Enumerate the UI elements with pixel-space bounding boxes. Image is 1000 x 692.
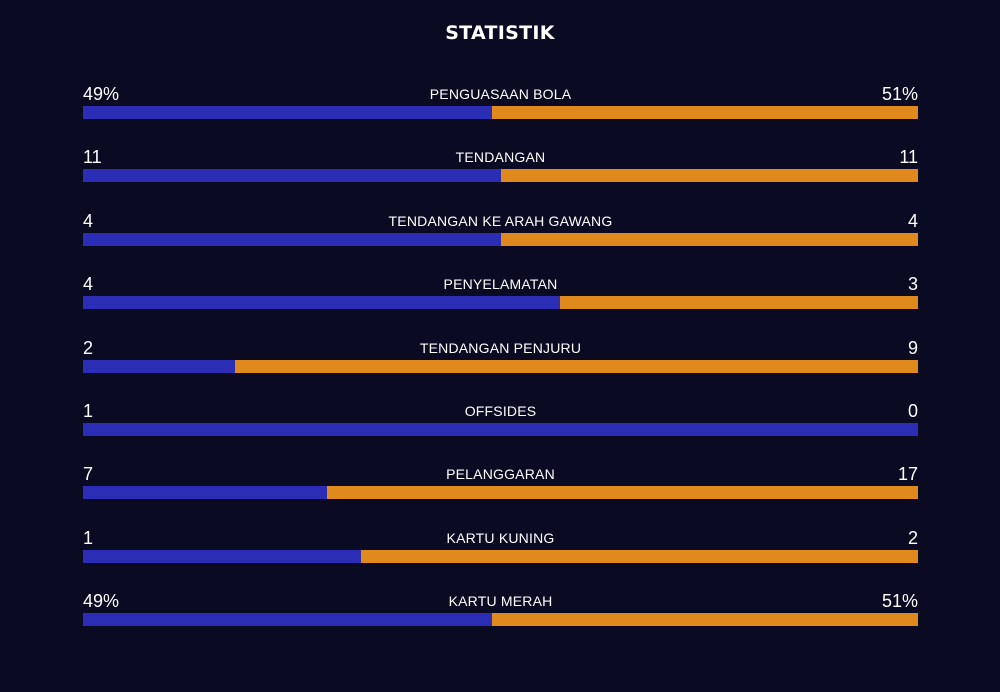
away-value: 4 bbox=[907, 211, 918, 231]
stat-label: KARTU KUNING bbox=[446, 530, 555, 546]
away-value: 51% bbox=[881, 591, 918, 611]
comparison-bar bbox=[83, 550, 918, 563]
stat-label: KARTU MERAH bbox=[448, 593, 553, 609]
away-bar-fill bbox=[559, 296, 918, 309]
stat-label: TENDANGAN bbox=[455, 149, 546, 165]
stat-row: KARTU MERAH 49% 51% bbox=[83, 588, 918, 644]
comparison-bar bbox=[83, 233, 918, 246]
stat-row-header: TENDANGAN PENJURU 2 9 bbox=[83, 335, 918, 361]
away-bar-fill bbox=[492, 613, 918, 626]
home-bar-fill bbox=[83, 106, 493, 119]
home-bar-fill bbox=[83, 613, 493, 626]
stat-label: OFFSIDES bbox=[464, 403, 537, 419]
stat-row: PELANGGARAN 7 17 bbox=[83, 461, 918, 517]
stat-row-header: KARTU MERAH 49% 51% bbox=[83, 588, 918, 614]
away-value: 9 bbox=[907, 338, 918, 358]
stat-row: OFFSIDES 1 0 bbox=[83, 398, 918, 454]
away-value: 17 bbox=[897, 464, 918, 484]
away-bar-fill bbox=[361, 550, 918, 563]
home-bar-fill bbox=[83, 360, 235, 373]
stat-row-header: PENYELAMATAN 4 3 bbox=[83, 271, 918, 297]
home-value: 1 bbox=[83, 528, 94, 548]
comparison-bar bbox=[83, 169, 918, 182]
stat-label: PENYELAMATAN bbox=[443, 276, 558, 292]
stat-label: TENDANGAN PENJURU bbox=[419, 340, 582, 356]
home-value: 4 bbox=[83, 274, 94, 294]
home-value: 4 bbox=[83, 211, 94, 231]
home-bar-fill bbox=[83, 296, 560, 309]
home-value: 2 bbox=[83, 338, 94, 358]
home-bar-fill bbox=[83, 486, 327, 499]
panel-title: STATISTIK bbox=[445, 22, 555, 44]
comparison-bar bbox=[83, 296, 918, 309]
stat-row-header: TENDANGAN 11 11 bbox=[83, 144, 918, 170]
away-value: 2 bbox=[907, 528, 918, 548]
away-value: 11 bbox=[899, 147, 918, 167]
away-bar-fill bbox=[492, 106, 918, 119]
home-value: 49% bbox=[83, 591, 120, 611]
comparison-bar bbox=[83, 486, 918, 499]
stat-label: TENDANGAN KE ARAH GAWANG bbox=[388, 213, 613, 229]
stat-row-header: TENDANGAN KE ARAH GAWANG 4 4 bbox=[83, 208, 918, 234]
comparison-bar bbox=[83, 423, 918, 436]
away-bar-fill bbox=[500, 169, 918, 182]
comparison-bar bbox=[83, 106, 918, 119]
away-value: 51% bbox=[881, 84, 918, 104]
home-value: 7 bbox=[83, 464, 94, 484]
comparison-bar bbox=[83, 360, 918, 373]
home-bar-fill bbox=[83, 233, 501, 246]
stat-label: PENGUASAAN BOLA bbox=[429, 86, 572, 102]
away-value: 0 bbox=[907, 401, 918, 421]
stat-row: TENDANGAN 11 11 bbox=[83, 144, 918, 200]
stat-row-header: OFFSIDES 1 0 bbox=[83, 398, 918, 424]
stat-row-header: PENGUASAAN BOLA 49% 51% bbox=[83, 81, 918, 107]
stat-row: TENDANGAN PENJURU 2 9 bbox=[83, 335, 918, 391]
stat-row: KARTU KUNING 1 2 bbox=[83, 525, 918, 581]
home-value: 11 bbox=[83, 147, 102, 167]
home-value: 1 bbox=[83, 401, 94, 421]
away-bar-fill bbox=[500, 233, 918, 246]
away-value: 3 bbox=[907, 274, 918, 294]
home-bar-fill bbox=[83, 423, 918, 436]
away-bar-fill bbox=[326, 486, 918, 499]
stat-row: PENGUASAAN BOLA 49% 51% bbox=[83, 81, 918, 137]
stat-row: TENDANGAN KE ARAH GAWANG 4 4 bbox=[83, 208, 918, 264]
comparison-bar bbox=[83, 613, 918, 626]
away-bar-fill bbox=[234, 360, 918, 373]
home-value: 49% bbox=[83, 84, 120, 104]
home-bar-fill bbox=[83, 169, 501, 182]
stat-row-header: PELANGGARAN 7 17 bbox=[83, 461, 918, 487]
stat-label: PELANGGARAN bbox=[446, 466, 555, 482]
stat-row-header: KARTU KUNING 1 2 bbox=[83, 525, 918, 551]
home-bar-fill bbox=[83, 550, 362, 563]
stat-row: PENYELAMATAN 4 3 bbox=[83, 271, 918, 327]
